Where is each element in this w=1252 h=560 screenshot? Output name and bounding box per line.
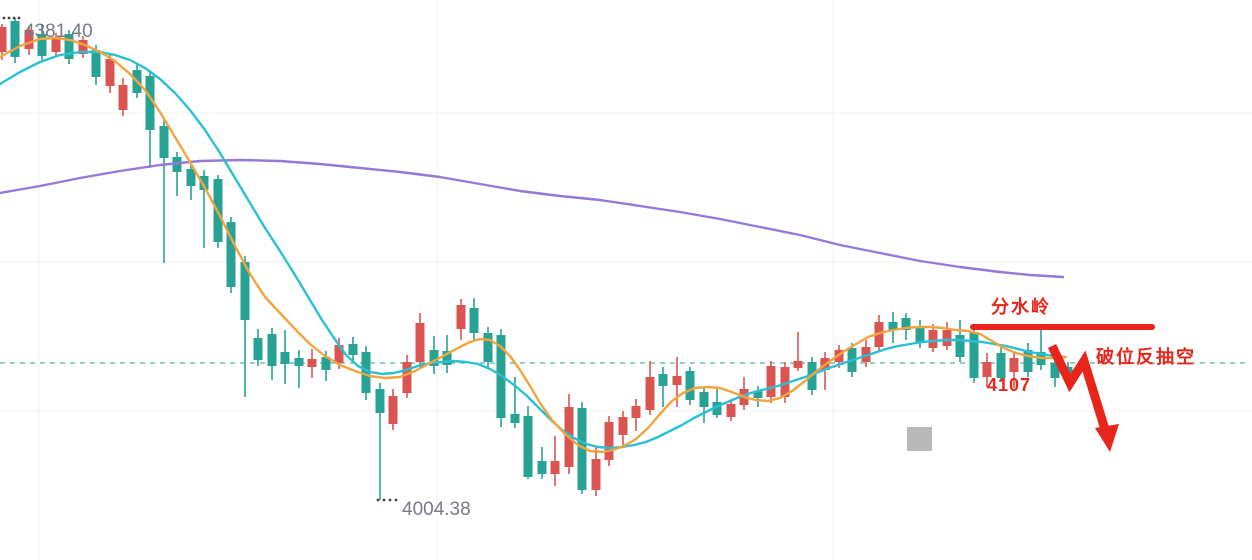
candle-body — [510, 414, 520, 423]
support-price-annotation: 4107 — [987, 375, 1032, 395]
candle-body — [307, 359, 317, 367]
high-marker-dots — [17, 16, 21, 20]
ma-slow-purple-line — [0, 158, 1065, 279]
high-marker-dots — [2, 16, 6, 20]
candle-body — [712, 402, 722, 415]
candle-body — [415, 323, 425, 362]
down-arrow-head — [1095, 424, 1119, 452]
candle-body — [766, 366, 776, 397]
candle-body — [402, 362, 412, 393]
watershed-annotation: 分水岭 — [991, 297, 1051, 317]
candle-body — [361, 352, 371, 393]
high-marker-dots — [7, 16, 11, 20]
candle-body — [456, 305, 466, 329]
candle-body — [699, 392, 709, 407]
candle-body — [334, 345, 344, 363]
candle-body — [442, 351, 452, 365]
candle-body — [280, 352, 290, 364]
candle-body — [604, 422, 614, 460]
candle-body — [51, 37, 61, 52]
candle-body — [901, 318, 911, 330]
candle-body — [199, 176, 209, 190]
low-marker-dots — [376, 498, 380, 502]
low-marker-dots — [394, 498, 398, 502]
down-arrow-shaft — [1047, 344, 1112, 438]
candle-body — [267, 334, 277, 366]
candle-body — [672, 376, 682, 385]
candle-body — [429, 350, 439, 366]
candle-body — [240, 262, 250, 320]
candle-body — [37, 34, 47, 56]
candle-body — [631, 406, 641, 418]
candle-body — [928, 330, 938, 348]
candle-body — [780, 367, 790, 397]
candle-body — [388, 396, 398, 424]
candle-body — [658, 374, 668, 386]
candle-body — [10, 21, 20, 57]
candle-body — [618, 417, 628, 435]
candle-body — [685, 371, 695, 400]
candle-body — [577, 408, 587, 490]
candle-body — [537, 461, 547, 474]
candle-body — [969, 332, 979, 378]
candle-body — [1009, 358, 1019, 372]
candle-body — [915, 327, 925, 343]
candle-body — [888, 322, 898, 330]
high-price-label: 4381.40 — [24, 21, 93, 42]
watermark-square — [907, 427, 932, 451]
candle-body — [253, 338, 263, 360]
candle-body — [753, 391, 763, 398]
breakdown-rebound-annotation: 破位反抽空 — [1096, 347, 1196, 367]
low-marker-dots — [388, 498, 392, 502]
candle-body — [64, 34, 74, 59]
candle-body — [226, 222, 236, 287]
candle-body — [942, 330, 952, 346]
candle-body — [793, 361, 803, 368]
candle-body — [78, 40, 88, 54]
candle-body — [105, 59, 115, 86]
candle-body — [0, 27, 7, 52]
low-price-label: 4004.38 — [402, 499, 471, 520]
candle-body — [726, 404, 736, 417]
candle-body — [321, 357, 331, 370]
candle-body — [523, 416, 533, 477]
ma-mid-cyan-line — [0, 50, 1066, 450]
candle-body — [159, 126, 169, 158]
candle-body — [550, 461, 560, 474]
high-marker-dots — [12, 16, 16, 20]
candle-body — [1023, 350, 1033, 372]
candle-body — [118, 85, 128, 110]
candle-body — [645, 377, 655, 410]
candle-body — [483, 333, 493, 362]
candle-body — [982, 362, 992, 377]
candle-body — [91, 50, 101, 77]
low-marker-dots — [382, 498, 386, 502]
candle-body — [294, 358, 304, 366]
candle-body — [348, 344, 358, 355]
candle-body — [591, 459, 601, 490]
candle-body — [469, 308, 479, 333]
candle-body — [996, 353, 1006, 378]
candle-body — [375, 389, 385, 413]
candle-body — [955, 335, 965, 357]
candle-body — [186, 169, 196, 186]
candle-body — [145, 76, 155, 130]
candle-body — [24, 30, 34, 49]
candle-body — [1050, 363, 1060, 378]
ma-fast-orange-line — [0, 36, 1068, 454]
